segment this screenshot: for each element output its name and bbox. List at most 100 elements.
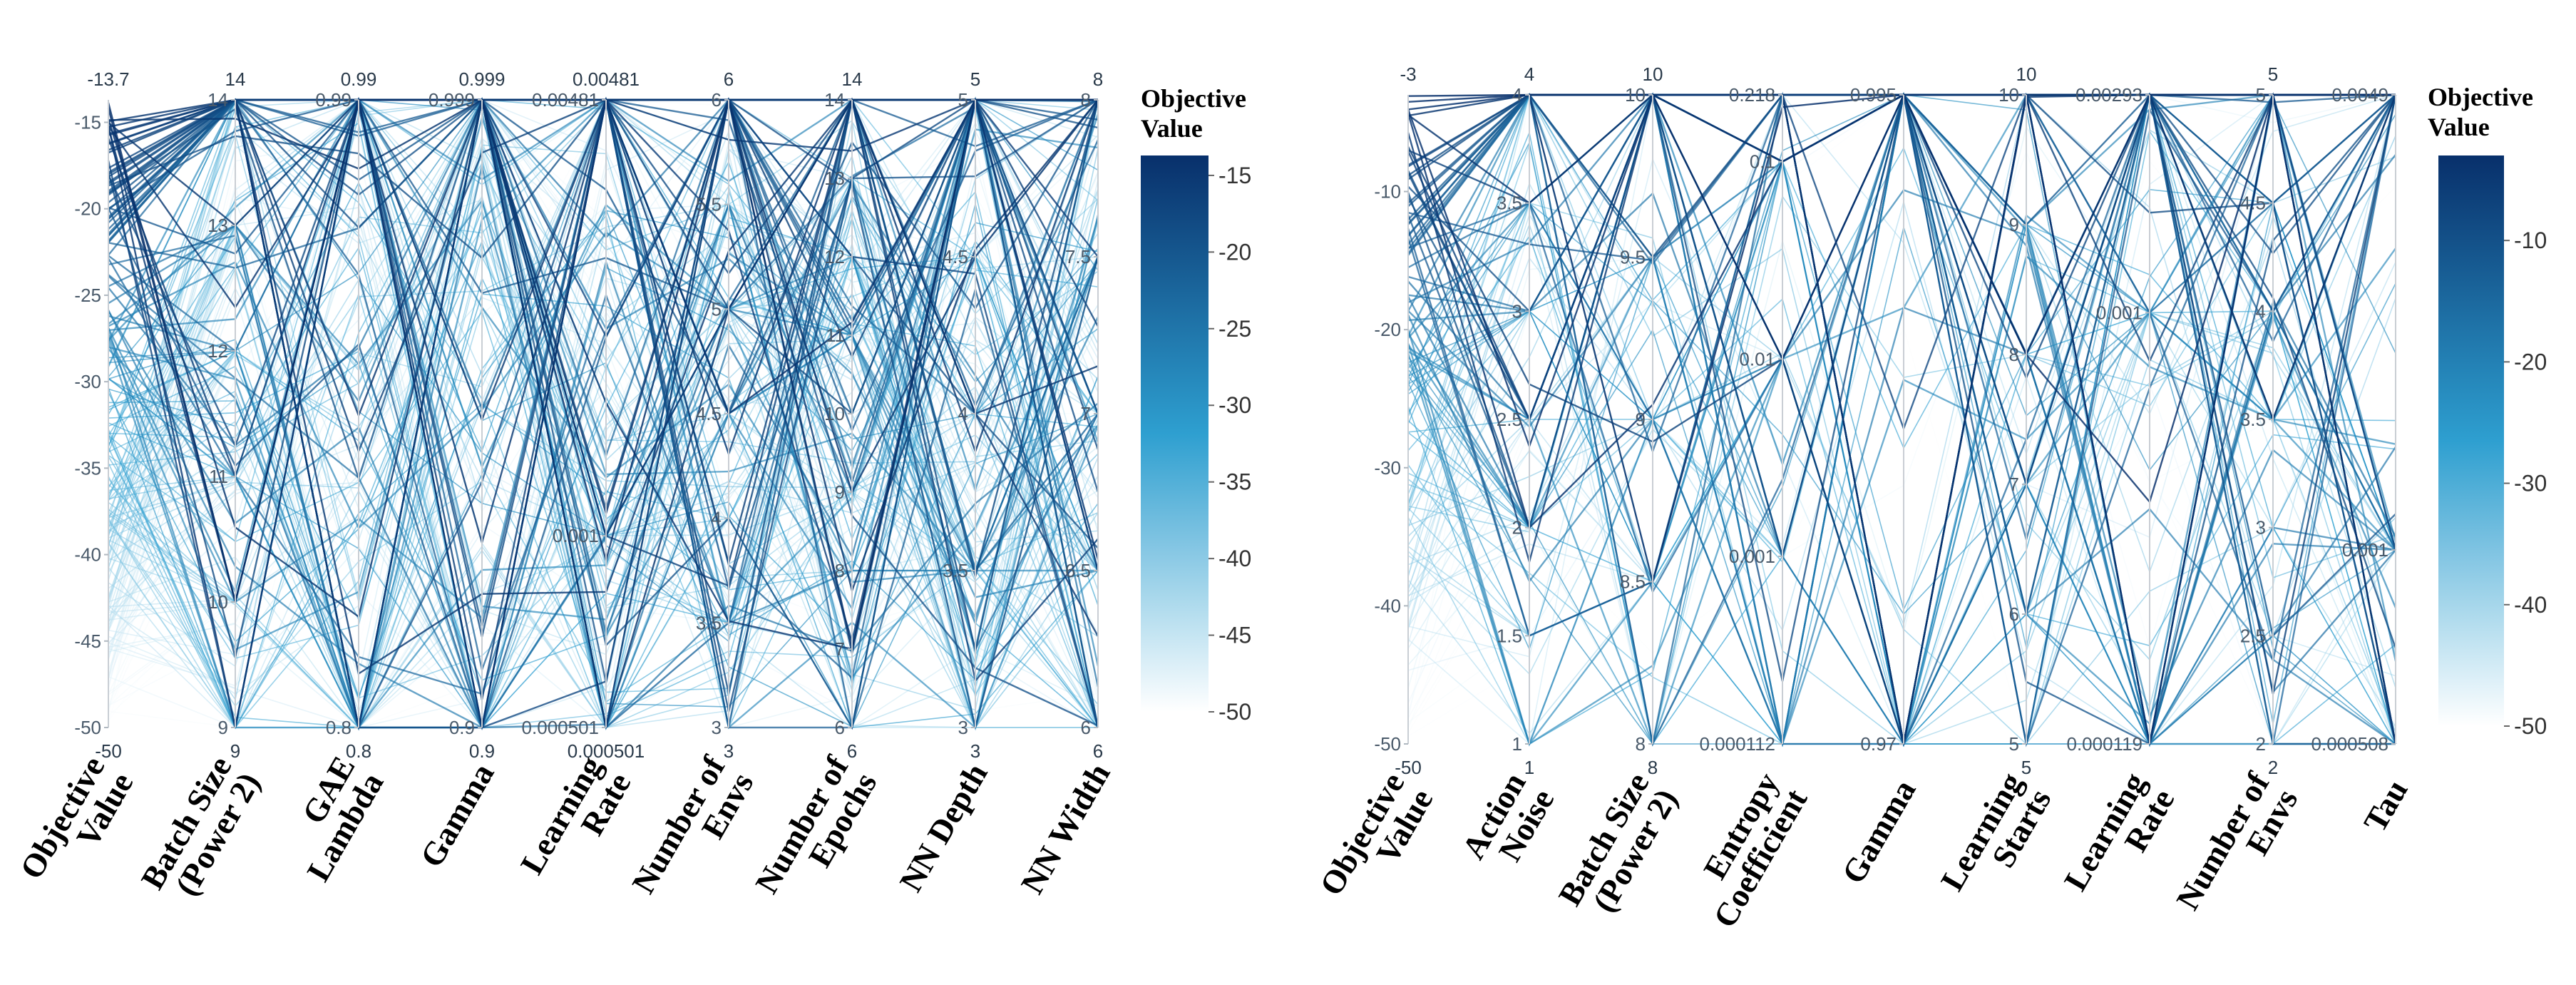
tick-label: 0.00481 (532, 89, 599, 111)
tick-label: 6 (712, 89, 722, 111)
colorbar-tick-label: -35 (1218, 469, 1251, 495)
axis-title: ObjectiveValue (13, 750, 140, 902)
tick-label: 0.999 (429, 89, 475, 111)
tick-label: 6 (1081, 717, 1091, 738)
tick-label: 3.5 (696, 612, 722, 633)
axis-title: ObjectiveValue (1313, 767, 1440, 918)
axis-title: Gamma (1834, 774, 1922, 890)
colorbar: ObjectiveValue -10 -20 -30 -40 -50 (2428, 83, 2547, 739)
colorbar-title: Value (2428, 113, 2490, 141)
tick-label: 9 (835, 481, 845, 503)
tick-label: 3 (1512, 300, 1522, 322)
axis-title: LearningRate (2057, 767, 2182, 914)
axis-min-label: 6 (1093, 740, 1103, 762)
tick-label: 7 (835, 638, 845, 660)
axis-max-label: -3 (1400, 63, 1416, 85)
tick-label: 3 (712, 717, 722, 738)
tick-label: 0.8 (326, 717, 351, 738)
tick-label: 4.5 (696, 403, 722, 424)
tick-label: 3.5 (1497, 193, 1522, 214)
tick-label: 13 (207, 215, 228, 236)
tick-label: -30 (1374, 457, 1401, 479)
axis-min-label: 0.000501 (568, 740, 645, 762)
tick-label: 9.5 (1620, 247, 1646, 268)
axis-gamma[interactable]: 0.995 0.97 Gamma (1834, 84, 1922, 889)
tick-label: 11 (826, 325, 845, 346)
tick-label: 0.001 (1729, 546, 1775, 567)
tick-label: 12 (207, 340, 228, 362)
data-line (1407, 200, 2396, 746)
tick-label: 4 (712, 508, 722, 529)
colorbar-tick-label: -40 (2514, 592, 2547, 618)
data-line (1407, 311, 2396, 745)
tick-label: 0.218 (1729, 84, 1775, 106)
axis-title: LearningRate (513, 750, 638, 897)
tick-label: 0.995 (1850, 84, 1897, 106)
tick-label: -40 (1374, 595, 1401, 616)
tick-label: 1 (1512, 733, 1522, 755)
tick-label: 0.001 (553, 525, 599, 546)
colorbar-tick-label: -50 (1218, 699, 1251, 725)
data-lines (107, 96, 1099, 731)
tick-label: 3 (2256, 517, 2266, 539)
tick-label: 0.000508 (2311, 733, 2388, 755)
tick-label: 9 (218, 717, 228, 738)
axis-min-label: 0.8 (346, 740, 371, 762)
axis-tau[interactable]: 0.0049 0.001 0.000508 Tau (2311, 84, 2415, 838)
axis-max-label: 14 (225, 68, 246, 90)
tick-label: 0.9 (449, 717, 475, 738)
tick-label: 6 (2009, 603, 2019, 625)
tick-label: -50 (1374, 733, 1401, 755)
axis-min-label: 2 (2268, 757, 2278, 778)
axis-title: Number ofEnvs (2169, 766, 2305, 932)
tick-label: -20 (1374, 319, 1401, 340)
tick-label: 2 (1512, 517, 1522, 539)
colorbar-title: Objective (1141, 84, 1246, 113)
tick-label: 10 (1998, 84, 2019, 106)
tick-label: 11 (209, 466, 228, 487)
axis-min-label: 9 (230, 740, 240, 762)
tick-label: 0.99 (315, 89, 351, 111)
tick-label: 6.5 (1065, 560, 1091, 581)
colorbar-tick-label: -50 (2514, 713, 2547, 739)
axis-max-label: 0.999 (458, 68, 505, 90)
axis-min-label: 8 (1648, 757, 1658, 778)
axis-title: NN Width (1014, 757, 1117, 900)
colorbar-gradient (1141, 155, 1209, 712)
colorbar: ObjectiveValue -15 -20 -25 -30 -35 -40 -45 -50 (1141, 84, 1251, 725)
tick-label: 8.5 (1620, 571, 1646, 593)
tick-label: 4 (958, 403, 968, 424)
tick-label: 7 (1081, 403, 1091, 424)
tick-label: 2 (2256, 733, 2266, 755)
tick-label: 0.000501 (522, 717, 599, 738)
tick-label: 14 (207, 89, 228, 111)
tick-label: 10 (824, 403, 845, 424)
axis-title: Number ofEnvs (625, 750, 761, 916)
axis-max-label: 0.99 (341, 68, 377, 90)
axis-title-line: NN Width (1014, 757, 1117, 900)
colorbar-tick-label: -25 (1218, 316, 1251, 342)
tick-label: 3.5 (2240, 409, 2266, 430)
tick-label: 9 (2009, 214, 2019, 235)
axis-title: Number ofEpochs (748, 750, 884, 916)
tick-label: 9 (1636, 409, 1646, 430)
colorbar-tick-label: -20 (1218, 239, 1251, 265)
tick-label: 0.01 (1739, 348, 1775, 369)
axis-title: EntropyCoefficient (1678, 766, 1815, 934)
axis-max-label: 5 (2268, 63, 2278, 85)
tick-label: -25 (74, 285, 101, 306)
axis-title: NN Depth (892, 757, 994, 898)
axis-max-label: 10 (1643, 63, 1663, 85)
axis-min-label: 0.9 (469, 740, 495, 762)
tick-label: 8 (835, 560, 845, 581)
tick-label: -35 (74, 457, 101, 479)
tick-label: 2.5 (1497, 409, 1522, 430)
colorbar-tick-label: -20 (2514, 349, 2547, 374)
data-line (1407, 201, 2396, 745)
colorbar-tick-label: -45 (1218, 623, 1251, 648)
tick-label: 0.00293 (2075, 84, 2143, 106)
tick-label: 3 (958, 717, 968, 738)
axis-title-line: Gamma (413, 757, 501, 874)
tick-label: -30 (74, 371, 101, 392)
